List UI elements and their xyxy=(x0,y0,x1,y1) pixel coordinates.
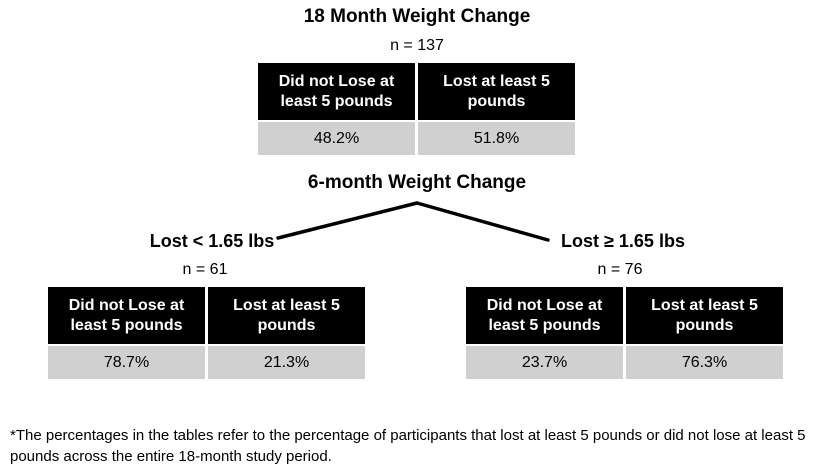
right-title: Lost ≥ 1.65 lbs xyxy=(561,231,685,251)
split-title: 6-month Weight Change xyxy=(307,172,527,193)
branch-line-right xyxy=(415,201,550,242)
top-value-lost: 51.8% xyxy=(418,122,575,155)
left-title: Lost < 1.65 lbs xyxy=(149,231,275,251)
left-n-count: n = 61 xyxy=(182,261,228,278)
top-n-count: n = 137 xyxy=(390,37,444,54)
left-header-did-not-lose: Did not Lose at least 5 pounds xyxy=(48,287,205,344)
right-header-lost: Lost at least 5 pounds xyxy=(626,287,783,344)
top-header-did-not-lose: Did not Lose at least 5 pounds xyxy=(258,63,415,120)
left-value-did-not-lose: 78.7% xyxy=(48,346,205,379)
left-value-lost: 21.3% xyxy=(208,346,365,379)
right-table: Did not Lose at least 5 pounds Lost at l… xyxy=(466,287,783,379)
left-table: Did not Lose at least 5 pounds Lost at l… xyxy=(48,287,365,379)
footnote: *The percentages in the tables refer to … xyxy=(10,427,806,465)
top-value-did-not-lose: 48.2% xyxy=(258,122,415,155)
branch-line-left xyxy=(276,201,419,240)
right-n-count: n = 76 xyxy=(597,261,643,278)
right-header-did-not-lose: Did not Lose at least 5 pounds xyxy=(466,287,623,344)
top-table: Did not Lose at least 5 pounds Lost at l… xyxy=(258,63,575,155)
left-header-lost: Lost at least 5 pounds xyxy=(208,287,365,344)
top-header-lost: Lost at least 5 pounds xyxy=(418,63,575,120)
right-value-did-not-lose: 23.7% xyxy=(466,346,623,379)
right-value-lost: 76.3% xyxy=(626,346,783,379)
top-title: 18 Month Weight Change xyxy=(303,6,531,27)
